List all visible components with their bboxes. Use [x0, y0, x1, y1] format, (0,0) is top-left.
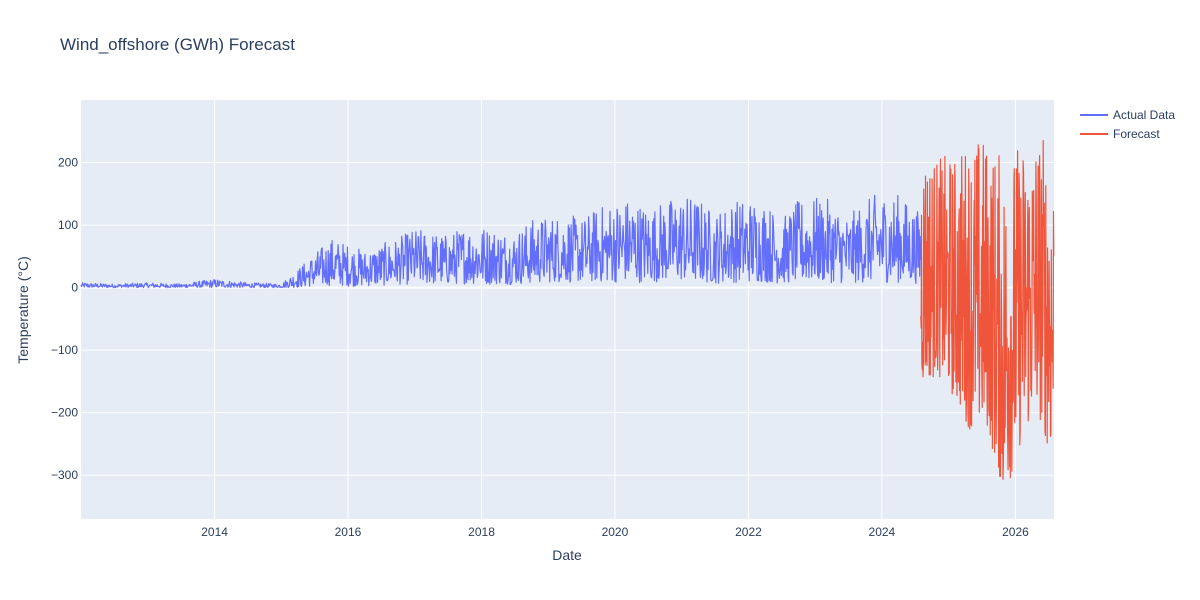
y-tick-label: −200: [51, 406, 78, 420]
chart-title: Wind_offshore (GWh) Forecast: [60, 35, 295, 54]
y-axis-ticks: 200 100 0 −100 −200 −300: [51, 156, 78, 483]
x-tick-label: 2014: [201, 525, 228, 539]
x-tick-label: 2020: [602, 525, 629, 539]
y-tick-label: −100: [51, 343, 78, 357]
legend[interactable]: Actual Data Forecast: [1080, 108, 1175, 141]
series-line-actual-data: [80, 194, 922, 289]
y-tick-label: −300: [51, 468, 78, 482]
x-tick-label: 2026: [1002, 525, 1029, 539]
series-layer: [80, 140, 1055, 480]
plot-area: [81, 100, 1054, 519]
x-tick-label: 2022: [735, 525, 762, 539]
y-tick-label: 0: [71, 281, 78, 295]
x-tick-label: 2018: [468, 525, 495, 539]
series-line-forecast: [920, 140, 1055, 480]
x-axis-title: Date: [552, 547, 582, 563]
grid-lines: [81, 100, 1054, 519]
y-tick-label: 100: [58, 218, 78, 232]
legend-item-forecast[interactable]: Forecast: [1080, 127, 1160, 141]
legend-item-actual-data[interactable]: Actual Data: [1080, 108, 1175, 122]
legend-label-actual-data: Actual Data: [1113, 108, 1175, 122]
legend-label-forecast: Forecast: [1113, 127, 1160, 141]
y-tick-label: 200: [58, 156, 78, 170]
x-axis-ticks: 2014 2016 2018 2020 2022 2024 2026: [201, 525, 1029, 539]
x-tick-label: 2024: [869, 525, 896, 539]
y-axis-title: Temperature (°C): [15, 256, 31, 364]
x-tick-label: 2016: [335, 525, 362, 539]
